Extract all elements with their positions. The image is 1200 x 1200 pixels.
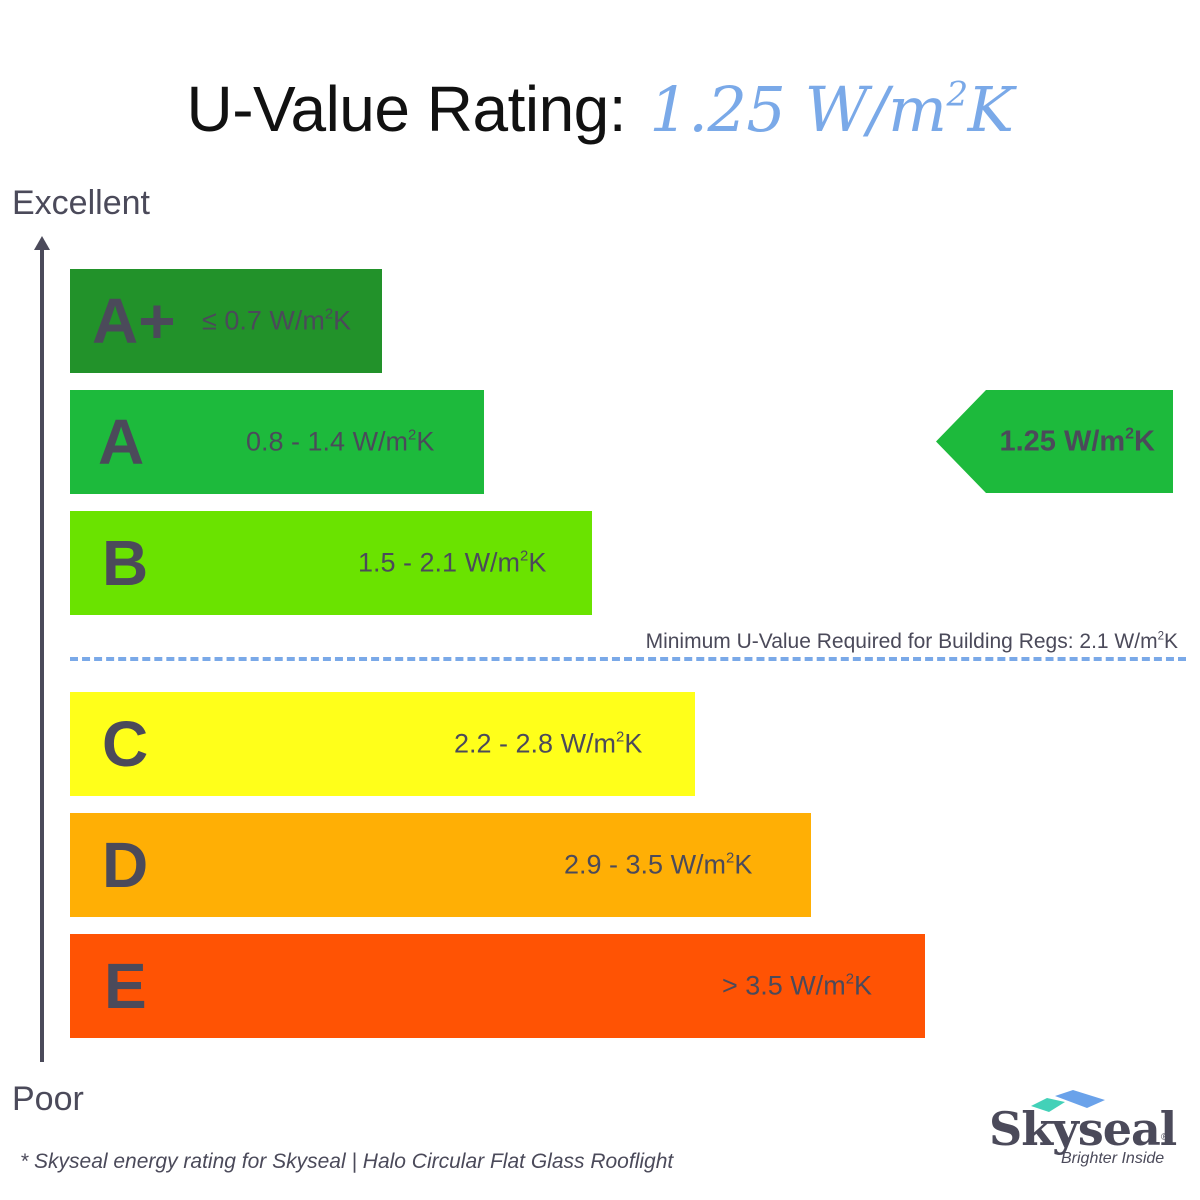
regs-text: Minimum U-Value Required for Building Re… — [645, 630, 1158, 653]
arrow-up-icon — [34, 236, 50, 250]
building-regs-threshold-line — [70, 657, 1186, 661]
title-sup: 2 — [946, 74, 968, 115]
grade-label: D — [102, 829, 149, 901]
grade-label: A+ — [92, 285, 176, 357]
range-label: 2.9 - 3.5 W/m2K — [564, 850, 752, 881]
axis-label-poor: Poor — [12, 1080, 84, 1118]
range-sup: 2 — [520, 548, 529, 565]
range-text: ≤ 0.7 W/m — [202, 305, 325, 336]
registered-mark: ® — [1161, 1132, 1169, 1143]
grade-label: C — [102, 708, 149, 780]
grade-label: B — [102, 527, 149, 599]
range-sup: 2 — [408, 427, 417, 444]
title-unit-end: K — [967, 73, 1014, 146]
marker-text: 1.25 W/m — [999, 425, 1126, 457]
title-value-text: 1.25 W/m — [649, 73, 947, 146]
range-text: > 3.5 W/m — [722, 970, 846, 1001]
range-unit: K — [333, 305, 352, 336]
grade-label: E — [104, 950, 147, 1022]
building-regs-label: Minimum U-Value Required for Building Re… — [646, 630, 1178, 654]
range-unit: K — [854, 970, 873, 1001]
range-label: > 3.5 W/m2K — [722, 971, 872, 1002]
range-text: 2.9 - 3.5 W/m — [564, 849, 727, 880]
rating-marker: 1.25 W/m2K — [936, 390, 1173, 493]
bar-c: C 2.2 - 2.8 W/m2K — [70, 692, 695, 796]
bar-a-plus: A+ ≤ 0.7 W/m2K — [70, 269, 382, 373]
axis-line — [40, 248, 44, 1062]
range-sup: 2 — [726, 850, 735, 867]
range-text: 2.2 - 2.8 W/m — [454, 728, 617, 759]
logo-tagline: Brighter Inside — [1061, 1150, 1165, 1167]
page-title: U-Value Rating: 1.25 W/m2K — [0, 72, 1200, 146]
grade-label: A — [98, 406, 145, 478]
range-label: 1.5 - 2.1 W/m2K — [358, 548, 546, 579]
range-unit: K — [416, 426, 435, 457]
title-rating-value: 1.25 W/m2K — [649, 73, 1014, 146]
range-unit: K — [734, 849, 753, 880]
range-unit: K — [528, 547, 547, 578]
title-prefix: U-Value Rating: — [186, 73, 627, 145]
bar-b: B 1.5 - 2.1 W/m2K — [70, 511, 592, 615]
logo-wordmark: Skyseal — [989, 1102, 1177, 1156]
marker-sup: 2 — [1125, 425, 1135, 443]
axis-label-excellent: Excellent — [12, 184, 150, 222]
range-sup: 2 — [324, 306, 334, 323]
skyseal-logo: Skyseal ® Brighter Inside — [985, 1088, 1185, 1168]
marker-unit: K — [1134, 425, 1155, 457]
range-label: ≤ 0.7 W/m2K — [202, 306, 351, 337]
marker-value: 1.25 W/m2K — [999, 425, 1155, 458]
bar-d: D 2.9 - 3.5 W/m2K — [70, 813, 811, 917]
footnote: * Skyseal energy rating for Skyseal | Ha… — [20, 1150, 674, 1173]
bar-a: A 0.8 - 1.4 W/m2K — [70, 390, 484, 494]
logo-mark-icon — [1031, 1090, 1105, 1112]
regs-unit: K — [1163, 630, 1178, 653]
range-unit: K — [624, 728, 643, 759]
range-text: 1.5 - 2.1 W/m — [358, 547, 521, 578]
range-label: 0.8 - 1.4 W/m2K — [246, 427, 434, 458]
range-text: 0.8 - 1.4 W/m — [246, 426, 409, 457]
range-label: 2.2 - 2.8 W/m2K — [454, 729, 642, 760]
range-sup: 2 — [616, 729, 625, 746]
range-sup: 2 — [845, 971, 855, 988]
regs-sup: 2 — [1157, 630, 1164, 643]
bar-e: E > 3.5 W/m2K — [70, 934, 925, 1038]
arrow-left-icon — [936, 390, 1173, 493]
